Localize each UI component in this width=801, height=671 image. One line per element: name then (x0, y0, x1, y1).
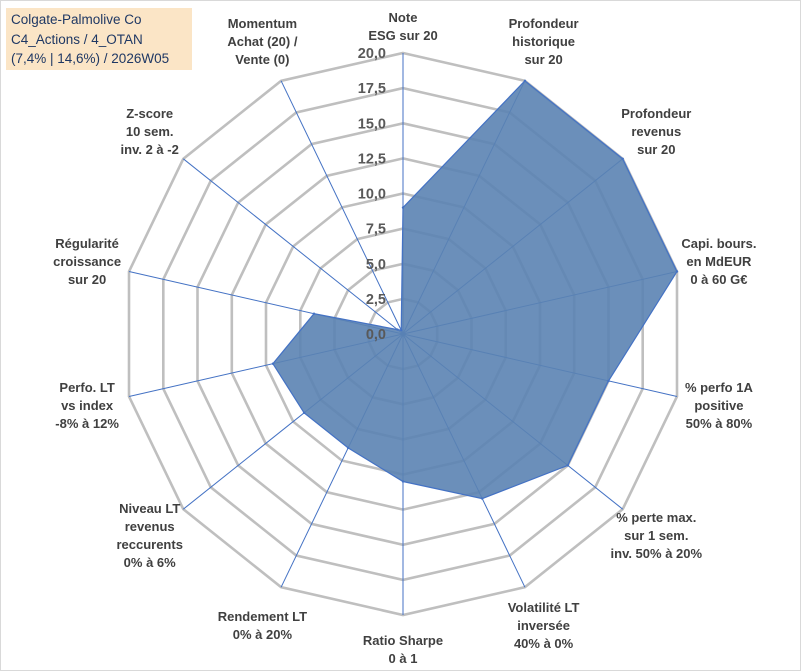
category-label-3: Capi. bours. en MdEUR 0 à 60 G€ (681, 236, 756, 287)
category-label-12: Z-score 10 sem. inv. 2 à -2 (121, 106, 179, 157)
category-label-10: Perfo. LT vs index -8% à 12% (55, 380, 119, 431)
category-label-7: Ratio Sharpe 0 à 1 (363, 633, 443, 666)
series-point-11 (312, 312, 316, 315)
title-category: C4_Actions / 4_OTAN (11, 31, 143, 47)
tick-label: 5,0 (366, 257, 386, 273)
radar-tick-labels: 0,0 2,5 5,0 7,5 10,0 12,5 15,0 17,5 20,0 (358, 46, 386, 343)
series-point-8 (346, 446, 350, 450)
series-point-12 (396, 328, 399, 331)
radar-series (271, 79, 679, 500)
tick-label: 15,0 (358, 116, 386, 132)
category-label-0: Note ESG sur 20 (368, 10, 437, 43)
category-label-11: Régularité croissance sur 20 (53, 236, 121, 287)
tick-label: 12,5 (358, 151, 386, 167)
series-point-7 (401, 480, 405, 483)
category-label-4: % perfo 1A positive 50% à 80% (685, 380, 754, 431)
category-label-1: Profondeur historique sur 20 (509, 16, 579, 67)
spoke-13 (280, 80, 404, 335)
tick-label: 2,5 (366, 292, 386, 308)
series-point-9 (302, 411, 306, 414)
chart-title-box: Colgate-Palmolive Co C4_Actions / 4_OTAN… (6, 8, 192, 70)
series-point-4 (607, 379, 610, 383)
series-point-3 (675, 270, 679, 273)
tick-label: 10,0 (358, 187, 386, 203)
spoke-12 (182, 158, 404, 335)
tick-label: 17,5 (358, 81, 386, 97)
category-label-2: Profondeur revenus sur 20 (621, 106, 691, 157)
series-point-0 (401, 206, 405, 209)
category-label-5: % perte max. sur 1 sem. inv. 50% à 20% (611, 510, 703, 561)
radar-category-labels: Note ESG sur 20 Profondeur historique sur 20… (53, 10, 756, 666)
series-point-5 (566, 464, 569, 467)
tick-label: 7,5 (366, 222, 386, 238)
tick-label: 20,0 (358, 46, 386, 62)
category-label-8: Rendement LT 0% à 20% (218, 609, 307, 642)
series-point-13 (400, 329, 403, 332)
series-point-1 (523, 79, 527, 83)
category-label-9: Niveau LT revenus reccurents 0% à 6% (116, 501, 182, 570)
series-point-6 (481, 497, 484, 500)
title-period: (7,4% | 14,6%) / 2026W05 (11, 51, 170, 66)
series-point-10 (271, 362, 275, 365)
category-label-6: Volatilité LT inversée 40% à 0% (508, 600, 580, 651)
series-area (272, 79, 678, 500)
tick-label: 0,0 (366, 327, 386, 343)
title-company: Colgate-Palmolive Co (11, 12, 142, 27)
series-point-2 (621, 157, 624, 160)
category-label-13: Momentum Achat (20) / Vente (0) (227, 16, 297, 67)
